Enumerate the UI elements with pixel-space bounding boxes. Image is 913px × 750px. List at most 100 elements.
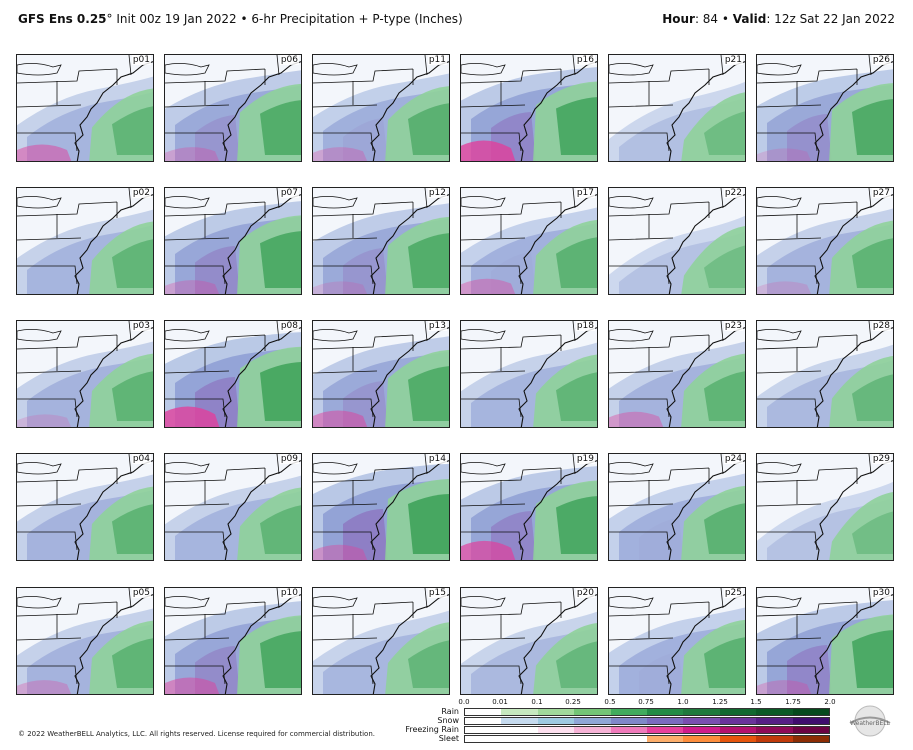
member-panel: p05	[16, 587, 154, 695]
rain-core	[556, 237, 597, 288]
member-panel: p08	[164, 320, 302, 428]
legend-tick: 1.5	[750, 698, 762, 706]
rain-core	[260, 362, 301, 421]
great-lakes	[17, 63, 62, 76]
valid-label: Valid	[732, 12, 767, 26]
legend-swatch	[610, 709, 648, 715]
member-label: p07	[279, 188, 299, 198]
state-borders	[461, 321, 576, 418]
panel-map	[609, 588, 745, 694]
great-lakes	[461, 63, 506, 76]
rain-area	[681, 226, 745, 294]
state-borders	[165, 454, 280, 551]
great-lakes	[313, 63, 358, 76]
valid-time: Hour: 84 • Valid: 12z Sat 22 Jan 2022	[662, 8, 895, 30]
panel-map	[757, 321, 893, 427]
state-borders	[165, 588, 280, 685]
great-lakes	[17, 196, 62, 209]
legend-swatch	[501, 718, 538, 724]
rain-core	[852, 511, 893, 554]
legend-row-label: Rain	[441, 707, 459, 716]
member-label: p25	[723, 588, 743, 598]
legend-swatch	[610, 736, 648, 742]
member-label: p03	[131, 321, 151, 331]
member-panel: p14	[312, 453, 450, 561]
member-label: p15	[427, 588, 447, 598]
member-panel: p15	[312, 587, 450, 695]
legend-row: Freezing Rain	[405, 726, 834, 734]
rain-area	[829, 492, 893, 560]
panel-map	[609, 188, 745, 294]
member-panel: p16	[460, 54, 598, 162]
state-borders	[609, 321, 724, 418]
freezing-rain	[165, 280, 220, 294]
legend-swatch	[501, 709, 538, 715]
member-label: p05	[131, 588, 151, 598]
member-label: p04	[131, 454, 151, 464]
legend-color-bar	[464, 726, 830, 734]
rain-core	[408, 103, 449, 155]
panel-map	[165, 588, 301, 694]
rain-core	[704, 371, 745, 421]
rain-core	[704, 111, 745, 155]
rain-core	[704, 245, 745, 288]
state-borders	[609, 454, 724, 551]
member-label: p11	[427, 55, 447, 65]
member-panel: p10	[164, 587, 302, 695]
great-lakes	[461, 196, 506, 209]
member-label: p26	[871, 55, 891, 65]
member-label: p30	[871, 588, 891, 598]
legend-swatch	[537, 727, 575, 733]
freezing-rain	[313, 147, 368, 161]
state-borders	[165, 55, 280, 152]
great-lakes	[461, 462, 506, 475]
legend-row: Sleet	[439, 735, 834, 743]
panel-map	[461, 55, 597, 161]
freezing-rain	[17, 144, 72, 161]
legend-swatch	[501, 736, 538, 742]
legend-row: Rain	[441, 708, 834, 716]
state-borders	[313, 55, 428, 152]
legend-swatch	[683, 718, 720, 724]
member-label: p16	[575, 55, 595, 65]
great-lakes	[757, 596, 802, 609]
legend-swatch	[719, 727, 757, 733]
freezing-rain	[757, 680, 812, 694]
rain-core	[852, 99, 893, 155]
legend-swatch	[683, 709, 720, 715]
legend-swatch	[683, 736, 720, 742]
valid-value: : 12z Sat 22 Jan 2022	[766, 12, 895, 26]
state-borders	[165, 188, 280, 285]
panel-map	[757, 188, 893, 294]
freezing-rain	[17, 414, 72, 427]
freezing-rain	[313, 410, 368, 427]
panel-map	[17, 55, 153, 161]
rain-core	[112, 239, 153, 288]
rain-core	[260, 231, 301, 288]
legend-swatch	[610, 727, 648, 733]
rain-core	[556, 496, 597, 554]
panel-map	[757, 55, 893, 161]
great-lakes	[757, 63, 802, 76]
legend-tick: 0.1	[531, 698, 543, 706]
legend-swatch	[574, 718, 611, 724]
legend-swatch	[792, 718, 830, 724]
rain-core	[704, 637, 745, 688]
state-borders	[757, 588, 872, 685]
state-borders	[757, 55, 872, 152]
rain-core	[408, 640, 449, 688]
member-panel: p11	[312, 54, 450, 162]
heavy-snow	[639, 518, 684, 560]
great-lakes	[313, 596, 358, 609]
rain-core	[556, 97, 597, 155]
member-label: p10	[279, 588, 299, 598]
freezing-rain	[461, 540, 516, 560]
legend-row-label: Sleet	[438, 734, 459, 743]
member-label: p20	[575, 588, 595, 598]
state-borders	[757, 321, 872, 418]
member-label: p29	[871, 454, 891, 464]
heavy-snow	[343, 509, 388, 560]
panel-map	[609, 55, 745, 161]
legend-swatch	[647, 727, 684, 733]
member-panel: p21	[608, 54, 746, 162]
